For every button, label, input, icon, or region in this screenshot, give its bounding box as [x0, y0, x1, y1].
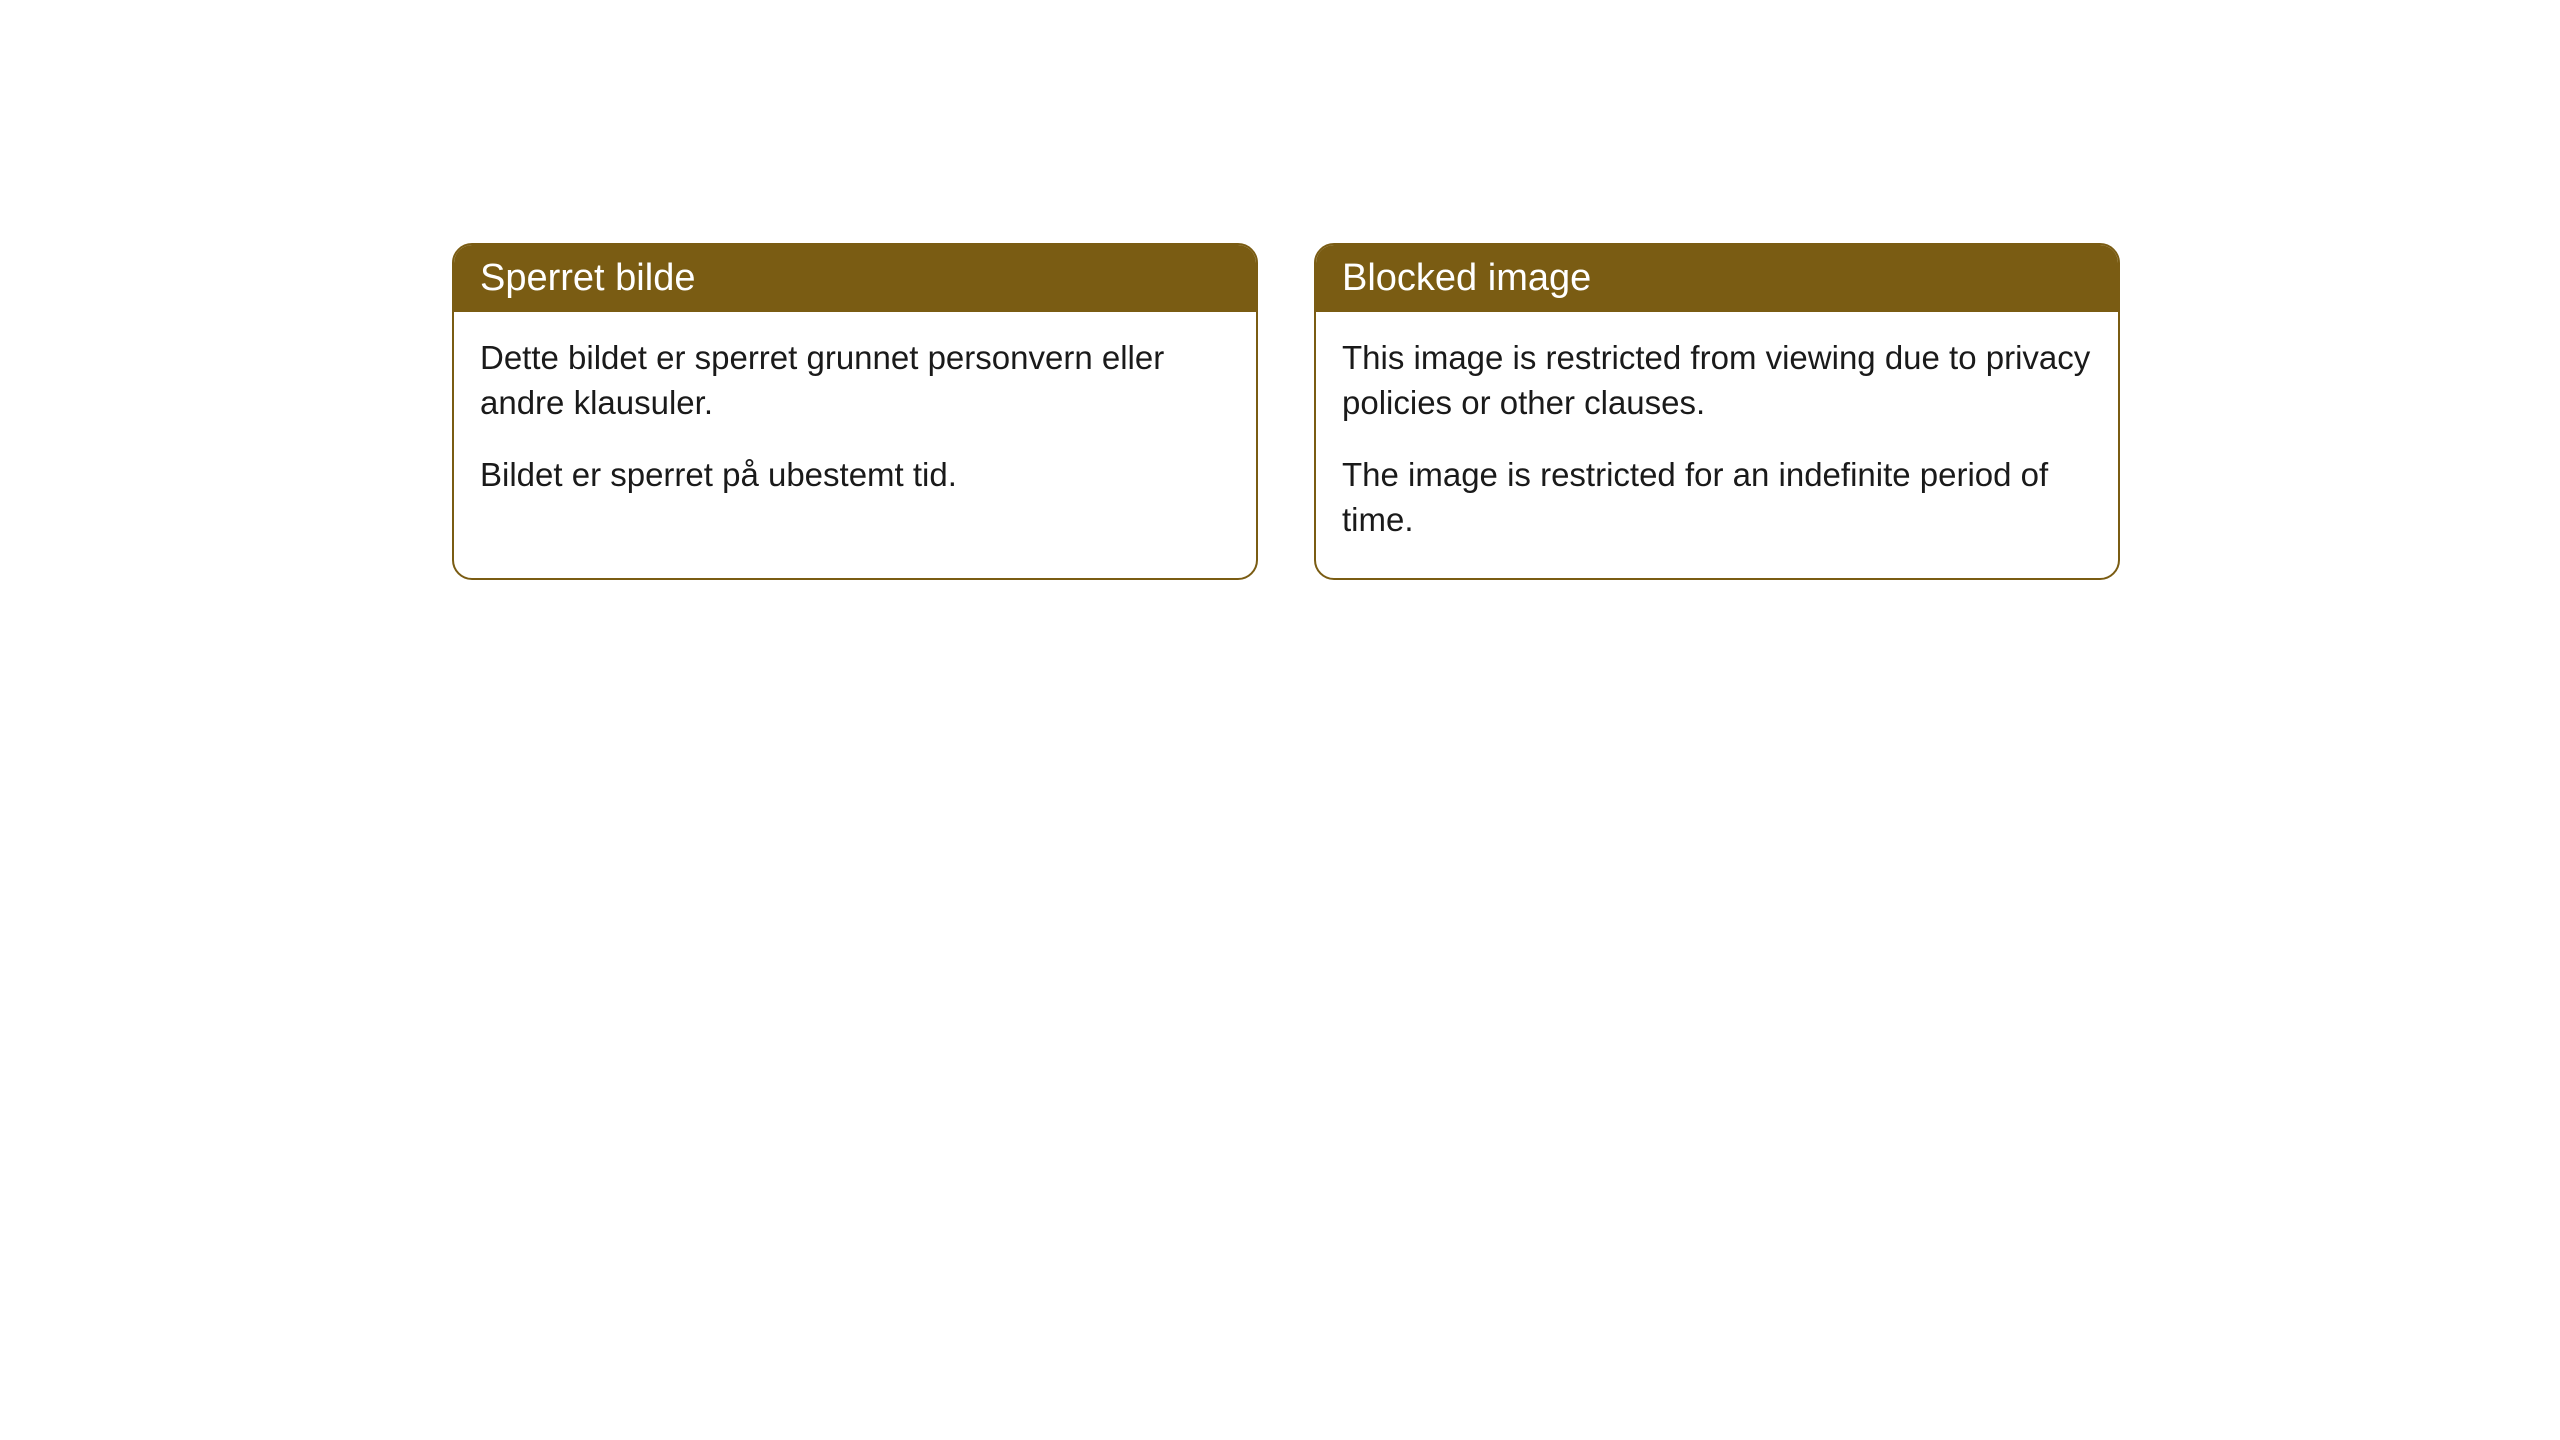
card-paragraph: Dette bildet er sperret grunnet personve… — [480, 336, 1230, 425]
card-header: Blocked image — [1316, 245, 2118, 312]
card-body: This image is restricted from viewing du… — [1316, 312, 2118, 578]
card-title: Blocked image — [1342, 257, 1591, 299]
card-paragraph: This image is restricted from viewing du… — [1342, 336, 2092, 425]
notice-card-norwegian: Sperret bilde Dette bildet er sperret gr… — [452, 243, 1258, 580]
card-paragraph: The image is restricted for an indefinit… — [1342, 453, 2092, 542]
card-header: Sperret bilde — [454, 245, 1256, 312]
notice-card-english: Blocked image This image is restricted f… — [1314, 243, 2120, 580]
card-body: Dette bildet er sperret grunnet personve… — [454, 312, 1256, 534]
card-title: Sperret bilde — [480, 257, 695, 299]
card-paragraph: Bildet er sperret på ubestemt tid. — [480, 453, 1230, 498]
notice-cards-container: Sperret bilde Dette bildet er sperret gr… — [452, 243, 2120, 580]
